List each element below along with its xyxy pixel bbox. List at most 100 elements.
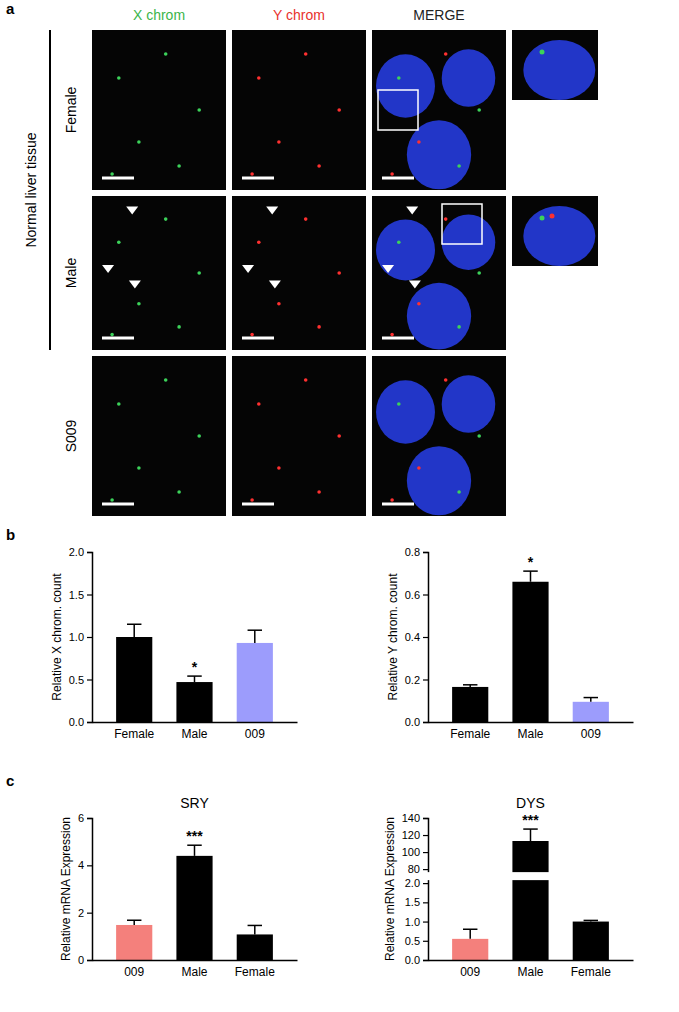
signal-dot	[250, 333, 254, 337]
bar	[176, 682, 212, 722]
y-axis-title: Relative mRNA Expression	[59, 817, 73, 961]
axis-line	[93, 722, 298, 724]
axis-line	[423, 553, 429, 723]
signal-dot	[257, 240, 261, 244]
plot-area	[452, 571, 609, 722]
tick-mark	[423, 902, 428, 903]
signal-dot	[257, 76, 261, 80]
significance: *	[528, 554, 534, 570]
signal-dot	[390, 172, 394, 176]
error-cap	[523, 828, 537, 830]
error-stem	[194, 676, 196, 682]
signal-dot	[444, 217, 448, 221]
chart-title: DYS	[516, 795, 545, 811]
zoom-box	[442, 204, 482, 244]
signal-dot	[417, 466, 421, 470]
tick-label: 1.0	[405, 916, 420, 928]
error-bar	[584, 698, 598, 702]
signal-dot	[177, 164, 181, 168]
tick-label: 0	[78, 954, 84, 966]
scale-bar	[382, 503, 414, 506]
tick: Female	[235, 960, 275, 979]
tick-mark	[87, 960, 92, 961]
error-cap	[523, 570, 537, 572]
error-bar	[463, 685, 477, 687]
tick-label: 100	[402, 846, 420, 858]
column-header: X chrom	[133, 7, 185, 23]
signal-dot	[444, 378, 448, 382]
tick-label: 1.5	[69, 589, 84, 601]
arrowhead	[126, 206, 138, 214]
micrograph	[92, 30, 226, 190]
row-label: Male	[63, 258, 79, 289]
error-cap	[187, 675, 201, 677]
tick: 1.5	[405, 896, 428, 908]
y-axis: 0.00.51.01.52.080100120140	[402, 812, 429, 966]
nucleus	[376, 54, 435, 117]
tick: Female	[571, 960, 611, 979]
error-bar	[248, 630, 262, 643]
image-ground	[512, 30, 598, 100]
tick-mark	[423, 883, 428, 884]
image-ground	[512, 196, 598, 266]
signal-dot	[397, 402, 401, 406]
signal-dot	[390, 498, 394, 502]
tick: 6	[78, 812, 92, 824]
arrowhead	[102, 265, 114, 273]
signal-dot	[477, 271, 481, 275]
error-bar	[523, 829, 537, 841]
nucleus	[523, 206, 595, 266]
tick-mark	[423, 960, 428, 961]
signal-dot	[304, 378, 308, 382]
tick-mark	[423, 552, 428, 553]
signal-dot	[337, 108, 341, 112]
tick-mark	[87, 594, 92, 595]
bar	[237, 643, 273, 722]
signal-dot	[257, 402, 261, 406]
tick-label: 0.5	[405, 935, 420, 947]
tick-label: 120	[402, 829, 420, 841]
image-ground	[92, 30, 226, 190]
tick: 2	[78, 907, 92, 919]
plot-area	[452, 829, 609, 960]
bar	[452, 939, 488, 960]
tick-mark	[87, 865, 92, 866]
tick: Male	[517, 722, 543, 741]
signal-dot	[177, 325, 181, 329]
nucleus	[442, 375, 496, 433]
scale-bar	[382, 177, 414, 180]
y-axis: 0.00.20.40.60.8	[405, 546, 429, 728]
arrowhead	[269, 280, 281, 288]
bar	[573, 922, 609, 960]
tick: 0.6	[405, 589, 428, 601]
signal-dot	[317, 490, 321, 494]
signal-dot	[110, 172, 114, 176]
significance: *	[192, 659, 198, 675]
axis-line	[429, 960, 634, 962]
column-header: Y chrom	[273, 7, 325, 23]
signal-dot	[477, 434, 481, 438]
tick: 80	[408, 863, 428, 875]
tick: 009	[581, 722, 601, 741]
tick-mark	[423, 722, 428, 723]
tick-label: 2.0	[69, 546, 84, 558]
signal-dot	[137, 302, 141, 306]
tick-mark	[423, 921, 428, 922]
error-stem	[530, 829, 532, 841]
signal-dot	[417, 140, 421, 144]
nucleus	[376, 380, 435, 443]
scale-bar	[242, 503, 274, 506]
tick: 0.0	[405, 954, 428, 966]
micrograph	[372, 196, 506, 350]
error-cap	[187, 844, 201, 846]
signal-dot	[197, 271, 201, 275]
tick-label: Male	[181, 727, 207, 741]
zoom-box	[378, 90, 418, 130]
error-bar	[248, 925, 262, 934]
tick-mark	[423, 637, 428, 638]
row-label: Female	[63, 86, 79, 133]
y-axis-title: Relative mRNA Expression	[383, 817, 397, 961]
signal-dot	[277, 302, 281, 306]
image-ground	[92, 196, 226, 350]
bar	[116, 925, 152, 960]
